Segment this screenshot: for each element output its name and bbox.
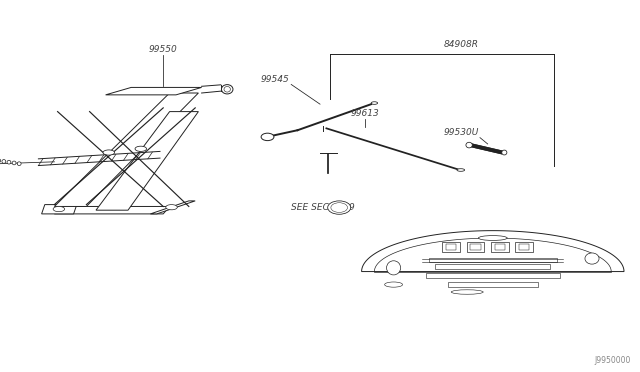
Circle shape bbox=[261, 133, 274, 141]
Polygon shape bbox=[362, 231, 624, 272]
Ellipse shape bbox=[221, 84, 233, 94]
Bar bbox=[442, 242, 460, 252]
Ellipse shape bbox=[166, 205, 177, 210]
Polygon shape bbox=[106, 87, 202, 95]
Polygon shape bbox=[54, 93, 198, 206]
Ellipse shape bbox=[17, 162, 21, 166]
Ellipse shape bbox=[371, 102, 378, 104]
Bar bbox=[495, 244, 505, 250]
Text: J9950000: J9950000 bbox=[594, 356, 630, 365]
Text: 84908R: 84908R bbox=[444, 40, 478, 49]
Text: 99530U: 99530U bbox=[443, 128, 479, 137]
Ellipse shape bbox=[457, 169, 465, 171]
Bar bbox=[435, 264, 550, 269]
Ellipse shape bbox=[53, 206, 65, 212]
Bar bbox=[519, 244, 529, 250]
Text: 99550: 99550 bbox=[149, 45, 177, 54]
Ellipse shape bbox=[7, 160, 11, 164]
Text: 99545: 99545 bbox=[261, 75, 289, 84]
Ellipse shape bbox=[387, 261, 401, 275]
Bar bbox=[491, 242, 509, 252]
Circle shape bbox=[331, 203, 348, 212]
Ellipse shape bbox=[502, 150, 507, 155]
Ellipse shape bbox=[224, 86, 230, 92]
Bar bbox=[429, 258, 557, 262]
Ellipse shape bbox=[385, 282, 403, 287]
Circle shape bbox=[328, 201, 351, 214]
Bar bbox=[515, 242, 533, 252]
Polygon shape bbox=[42, 205, 77, 214]
Ellipse shape bbox=[451, 290, 483, 294]
Text: SEE SEC.  849: SEE SEC. 849 bbox=[291, 203, 355, 212]
Bar bbox=[446, 244, 456, 250]
Polygon shape bbox=[150, 201, 195, 214]
Bar bbox=[470, 244, 481, 250]
Ellipse shape bbox=[479, 235, 508, 240]
Bar bbox=[467, 242, 484, 252]
Ellipse shape bbox=[2, 160, 6, 163]
Text: 99613: 99613 bbox=[351, 109, 379, 118]
Polygon shape bbox=[54, 206, 170, 214]
Bar bbox=[448, 282, 538, 287]
Ellipse shape bbox=[135, 146, 147, 151]
Ellipse shape bbox=[585, 253, 599, 264]
Bar bbox=[426, 273, 560, 278]
Polygon shape bbox=[96, 112, 198, 210]
Ellipse shape bbox=[103, 150, 115, 155]
Ellipse shape bbox=[12, 161, 16, 165]
Ellipse shape bbox=[466, 142, 472, 148]
